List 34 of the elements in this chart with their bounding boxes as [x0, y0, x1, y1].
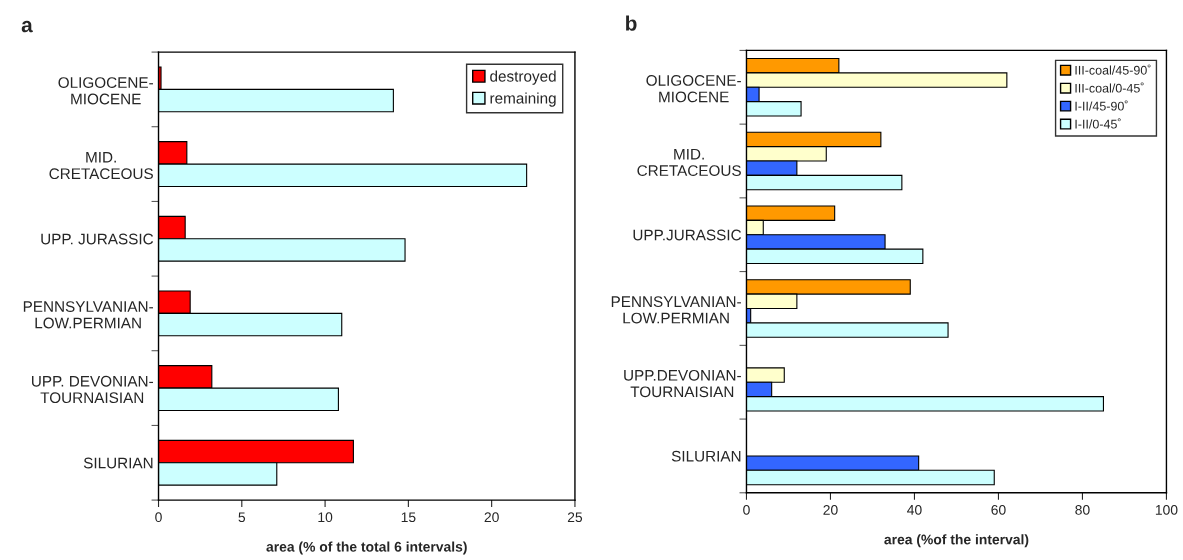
- x-tick-label: 0: [155, 512, 162, 523]
- x-tick-label: 15: [401, 512, 416, 523]
- y-tick-label: SILURIAN: [83, 457, 153, 469]
- chart-title: a: [21, 20, 33, 33]
- x-tick-label: 80: [1075, 504, 1090, 515]
- legend-label: remaining: [490, 92, 556, 107]
- y-tick-label: OLIGOCENE- MIOCENE: [646, 75, 741, 103]
- legend-label: I-II/0-45˚: [1075, 118, 1121, 129]
- x-tick-label: 5: [238, 512, 246, 523]
- x-tick-label: 100: [1155, 504, 1178, 515]
- x-tick-label: 0: [743, 504, 750, 515]
- x-axis-title: area (% of the total 6 intervals): [266, 541, 467, 555]
- legend-label: III-coal/0-45˚: [1075, 82, 1144, 93]
- x-tick-label: 20: [823, 504, 838, 515]
- legend-label: destroyed: [490, 70, 556, 85]
- y-tick-label: MID. CRETACEOUS: [637, 148, 741, 177]
- y-tick-label: UPP.DEVONIAN- TOURNAISIAN: [624, 369, 741, 398]
- x-tick-label: 60: [991, 504, 1006, 515]
- y-tick-label: UPP.JURASSIC: [633, 229, 742, 241]
- x-tick-label: 25: [567, 512, 583, 523]
- legend-label: I-II/45-90˚: [1075, 100, 1128, 111]
- y-tick-label: MID. CRETACEOUS: [49, 151, 153, 180]
- y-tick-label: PENNSYLVANIAN- LOW.PERMIAN: [611, 296, 741, 324]
- y-tick-label: OLIGOCENE- MIOCENE: [58, 77, 153, 105]
- y-tick-label: SILURIAN: [671, 450, 741, 462]
- legend-label: III-coal/45-90˚: [1075, 64, 1151, 75]
- x-tick-label: 10: [318, 512, 333, 523]
- y-tick-label: UPP. DEVONIAN- TOURNAISIAN: [32, 375, 153, 404]
- x-tick-label: 20: [484, 512, 499, 523]
- x-tick-label: 40: [907, 504, 922, 515]
- y-tick-label: UPP. JURASSIC: [41, 233, 154, 245]
- x-axis-title: area (%of the interval): [884, 534, 1029, 548]
- chart-title: b: [626, 15, 637, 31]
- y-tick-label: PENNSYLVANIAN- LOW.PERMIAN: [23, 301, 153, 329]
